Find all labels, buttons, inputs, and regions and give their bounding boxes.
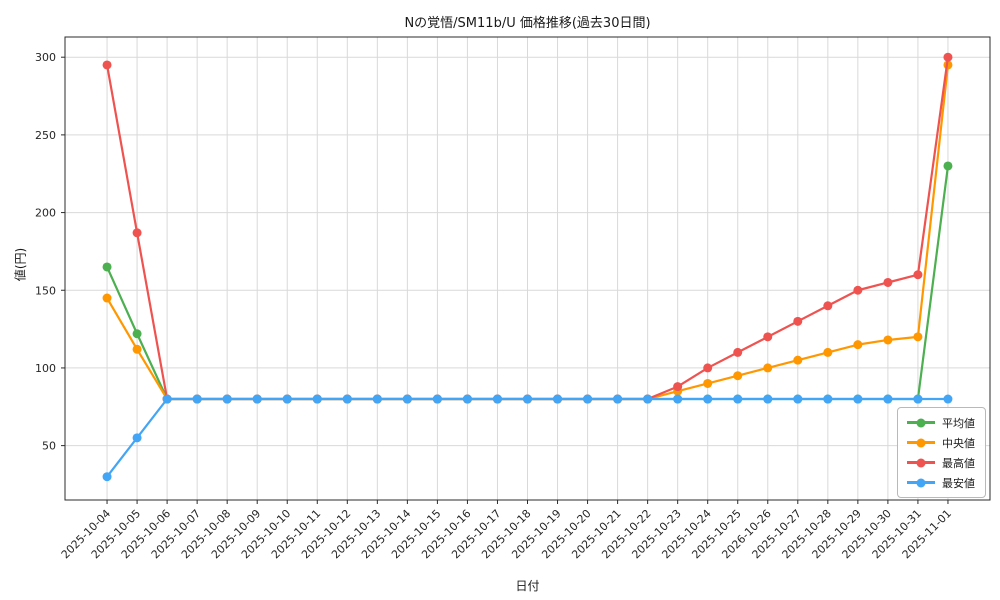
data-point-min xyxy=(913,394,923,404)
data-point-average xyxy=(943,161,953,171)
data-point-min xyxy=(883,394,893,404)
data-point-average xyxy=(102,262,112,272)
y-tick-label: 200 xyxy=(35,207,56,220)
data-point-max xyxy=(823,301,833,311)
data-point-max xyxy=(132,228,142,238)
data-point-min xyxy=(943,394,953,404)
data-point-min xyxy=(162,394,172,404)
data-point-min xyxy=(703,394,713,404)
data-point-min xyxy=(132,433,142,443)
legend-item-min: 最安値 xyxy=(907,475,975,490)
legend-label-average: 平均値 xyxy=(942,416,975,430)
data-point-min xyxy=(643,394,653,404)
data-point-min xyxy=(432,394,442,404)
legend-marker-median-dot-icon xyxy=(916,438,926,447)
data-point-median xyxy=(703,378,713,388)
data-point-min xyxy=(492,394,502,404)
data-point-min xyxy=(312,394,322,404)
data-point-median xyxy=(823,347,833,357)
y-tick-label: 300 xyxy=(35,51,56,64)
legend-marker-max-line-icon xyxy=(907,458,935,467)
chart-title: Nの覚悟/SM11b/U 価格推移(過去30日間) xyxy=(404,16,651,31)
data-point-min xyxy=(252,394,262,404)
data-point-max xyxy=(943,52,953,62)
legend-marker-min-dot-icon xyxy=(916,478,926,487)
data-point-max xyxy=(102,60,112,70)
y-tick-label: 250 xyxy=(35,129,56,142)
data-point-min xyxy=(282,394,292,404)
data-point-max xyxy=(913,270,923,280)
legend-marker-max-dot-icon xyxy=(916,458,926,467)
data-point-max xyxy=(763,332,773,342)
data-point-min xyxy=(673,394,683,404)
data-point-median xyxy=(913,332,923,342)
x-axis-label: 日付 xyxy=(515,579,540,593)
legend-label-max: 最高値 xyxy=(942,456,975,470)
legend-marker-min-line-icon xyxy=(907,478,935,487)
data-point-max xyxy=(733,347,743,357)
chart-legend: 平均値 中央値 最高値 最安値 xyxy=(897,407,986,498)
data-point-min xyxy=(462,394,472,404)
legend-item-median: 中央値 xyxy=(907,435,975,450)
data-point-min xyxy=(853,394,863,404)
data-point-min xyxy=(523,394,532,404)
data-point-min xyxy=(192,394,202,404)
axis-ticks xyxy=(61,56,949,504)
data-point-min xyxy=(823,394,833,404)
legend-marker-median-line-icon xyxy=(907,438,935,447)
grid-lines xyxy=(65,37,990,500)
data-point-max xyxy=(883,277,893,287)
data-point-median xyxy=(102,293,112,303)
data-point-min xyxy=(613,394,623,404)
data-point-median xyxy=(763,363,773,373)
axis-tick-labels: 501001502002503002025-10-042025-10-05202… xyxy=(35,51,954,561)
data-point-median xyxy=(793,355,803,365)
y-tick-label: 100 xyxy=(35,362,56,375)
legend-label-min: 最安値 xyxy=(942,476,975,490)
data-point-min xyxy=(102,472,112,482)
legend-marker-average-dot-icon xyxy=(916,418,926,427)
data-point-min xyxy=(583,394,593,404)
y-tick-label: 150 xyxy=(35,284,56,297)
legend-marker-average-line-icon xyxy=(907,418,935,427)
data-point-max xyxy=(853,285,863,295)
data-point-min xyxy=(553,394,563,404)
data-point-min xyxy=(222,394,232,404)
series-min-line xyxy=(102,394,953,482)
legend-item-max: 最高値 xyxy=(907,455,975,470)
data-point-min xyxy=(342,394,352,404)
data-point-min xyxy=(372,394,382,404)
legend-label-median: 中央値 xyxy=(942,436,975,450)
data-point-median xyxy=(132,344,142,354)
data-point-median xyxy=(853,340,863,350)
data-point-median xyxy=(733,371,743,381)
data-point-min xyxy=(402,394,412,404)
data-point-min xyxy=(733,394,743,404)
data-point-max xyxy=(793,316,803,326)
data-point-min xyxy=(763,394,773,404)
data-point-max xyxy=(703,363,713,373)
data-point-max xyxy=(673,382,683,392)
y-tick-label: 50 xyxy=(42,440,56,453)
legend-item-average: 平均値 xyxy=(907,415,975,430)
data-point-average xyxy=(132,329,142,339)
data-point-min xyxy=(793,394,803,404)
data-point-median xyxy=(883,335,893,345)
